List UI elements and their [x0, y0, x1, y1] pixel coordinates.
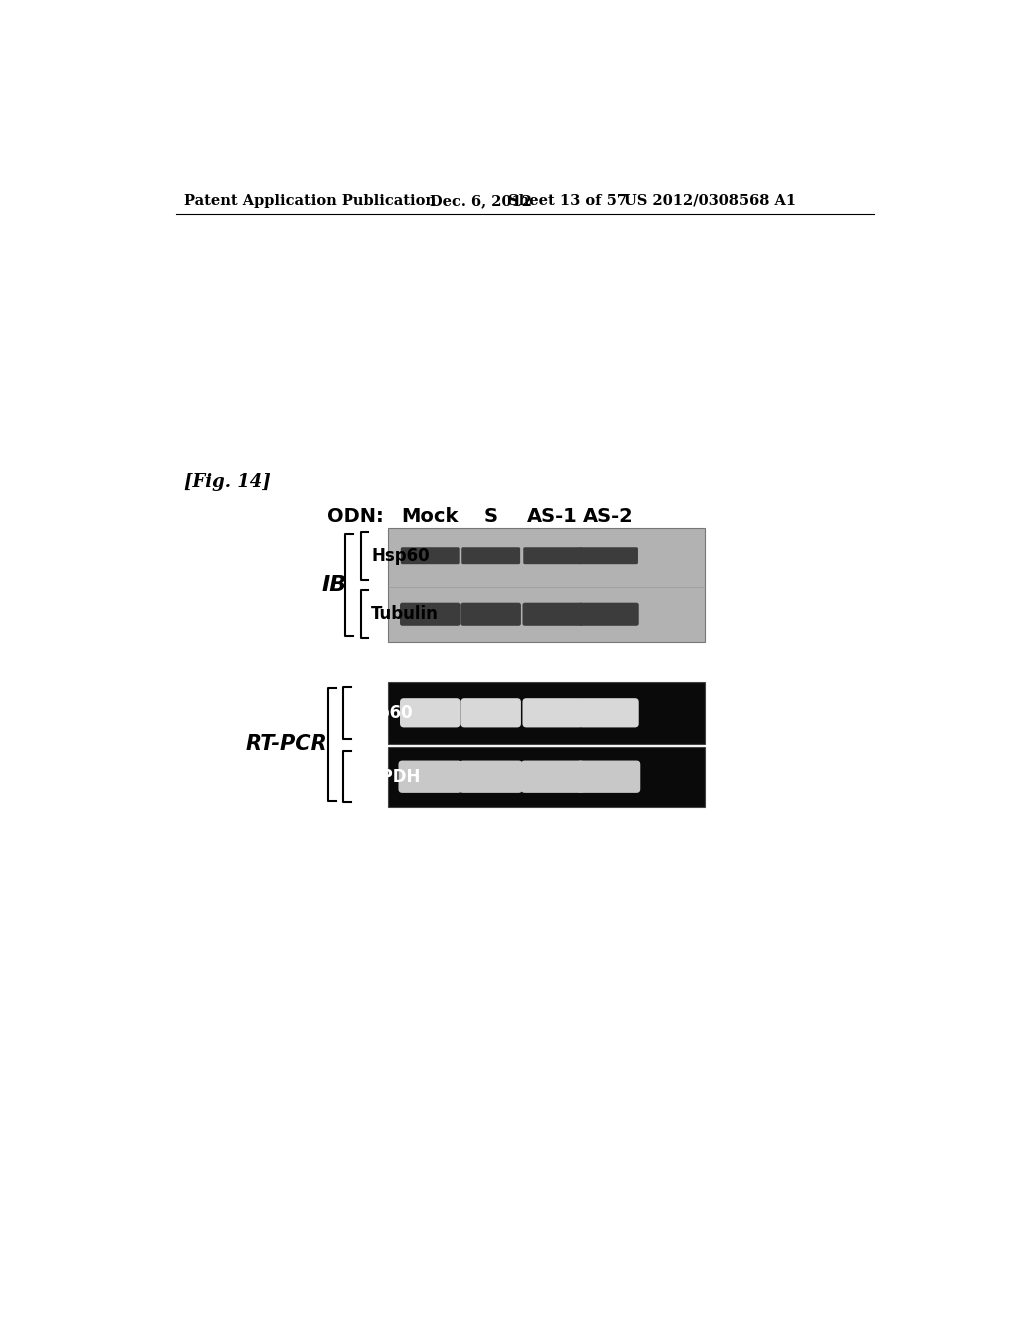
FancyBboxPatch shape — [461, 548, 520, 564]
Text: AS-1: AS-1 — [527, 507, 579, 525]
Text: [Fig. 14]: [Fig. 14] — [183, 473, 270, 491]
FancyBboxPatch shape — [400, 548, 460, 564]
Text: S: S — [483, 507, 498, 525]
Text: RT-PCR: RT-PCR — [246, 734, 328, 754]
FancyBboxPatch shape — [522, 698, 583, 727]
FancyBboxPatch shape — [461, 603, 521, 626]
Text: GAPDH: GAPDH — [354, 768, 421, 785]
Text: Hsp60: Hsp60 — [354, 704, 413, 722]
FancyBboxPatch shape — [398, 760, 462, 793]
FancyBboxPatch shape — [400, 698, 461, 727]
Text: Dec. 6, 2012: Dec. 6, 2012 — [430, 194, 532, 207]
FancyBboxPatch shape — [577, 760, 640, 793]
FancyBboxPatch shape — [521, 760, 585, 793]
Text: IB: IB — [322, 576, 346, 595]
FancyBboxPatch shape — [579, 548, 638, 564]
Text: Sheet 13 of 57: Sheet 13 of 57 — [508, 194, 627, 207]
FancyBboxPatch shape — [579, 698, 639, 727]
Text: US 2012/0308568 A1: US 2012/0308568 A1 — [624, 194, 796, 207]
FancyBboxPatch shape — [461, 698, 521, 727]
Bar — [388, 528, 706, 642]
Text: Mock: Mock — [401, 507, 459, 525]
Text: ODN:: ODN: — [327, 507, 384, 525]
Text: Patent Application Publication: Patent Application Publication — [183, 194, 436, 207]
Text: Hsp60: Hsp60 — [372, 546, 430, 565]
FancyBboxPatch shape — [523, 548, 583, 564]
Bar — [388, 747, 706, 807]
Text: Tubulin: Tubulin — [372, 606, 439, 623]
Text: AS-2: AS-2 — [583, 507, 634, 525]
FancyBboxPatch shape — [400, 603, 461, 626]
FancyBboxPatch shape — [579, 603, 639, 626]
FancyBboxPatch shape — [459, 760, 522, 793]
Bar — [388, 682, 706, 743]
FancyBboxPatch shape — [522, 603, 583, 626]
